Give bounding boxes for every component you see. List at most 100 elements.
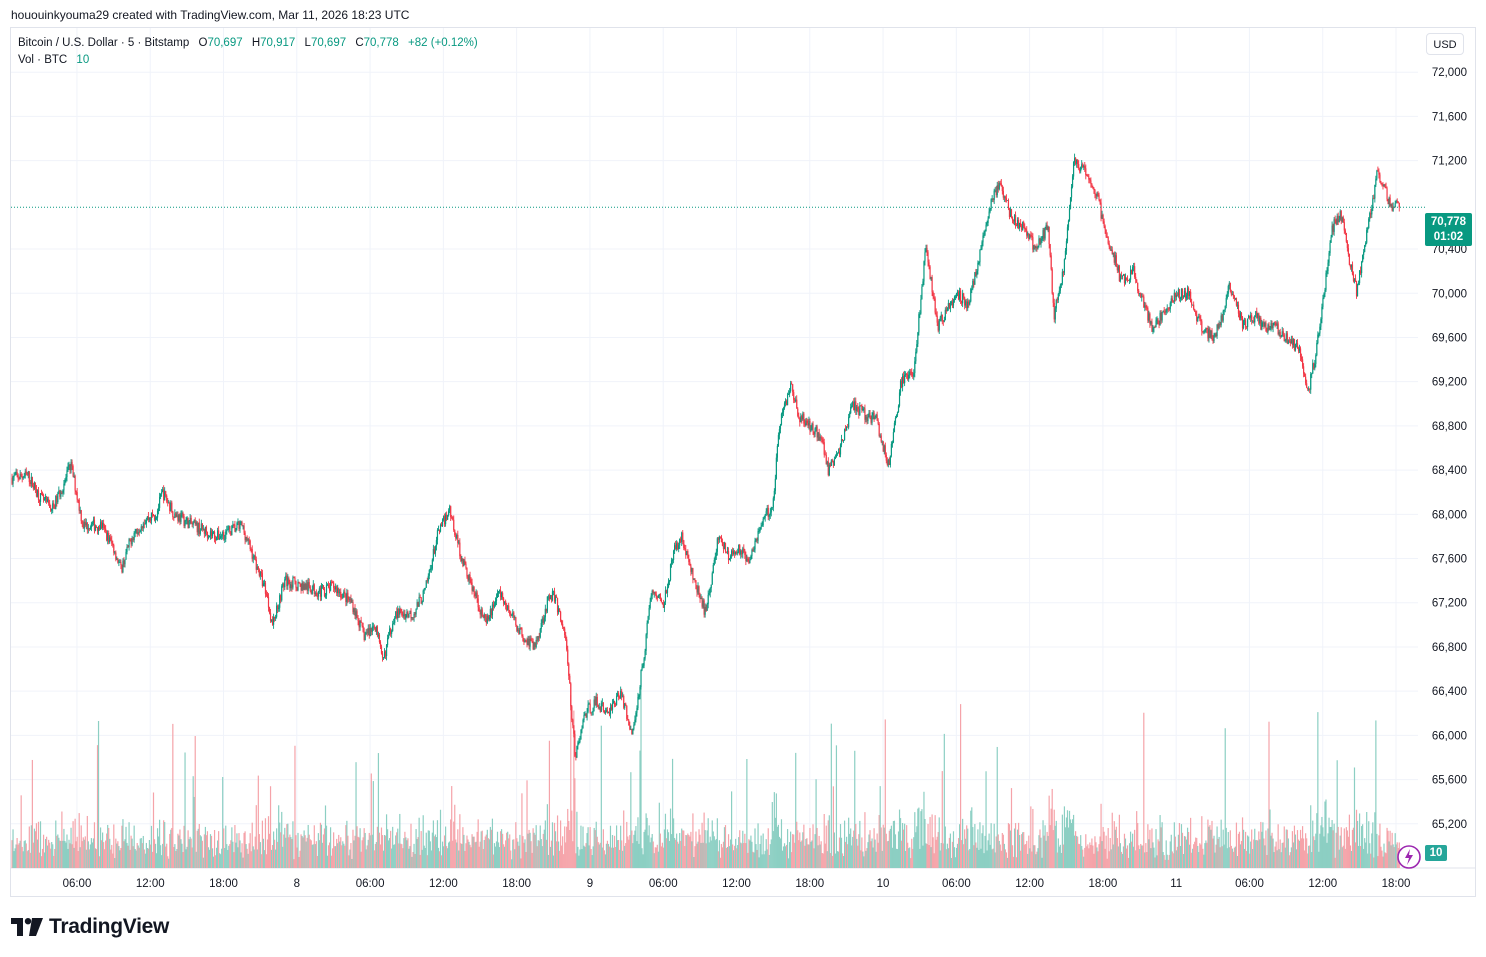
volume-bar bbox=[532, 828, 534, 868]
volume-bar bbox=[934, 815, 936, 868]
volume-bar bbox=[651, 833, 653, 868]
volume-bar bbox=[151, 851, 154, 868]
volume-bar bbox=[577, 846, 579, 868]
candle-body bbox=[835, 454, 838, 457]
candle-body bbox=[400, 609, 402, 612]
candle-body bbox=[577, 742, 579, 747]
volume-bar bbox=[160, 845, 162, 868]
candle-body bbox=[313, 584, 315, 594]
volume-bar bbox=[1285, 829, 1287, 868]
candle-body bbox=[451, 517, 453, 518]
candle-body bbox=[1149, 313, 1151, 324]
volume-bar bbox=[390, 830, 392, 868]
candle-body bbox=[750, 555, 752, 560]
volume-bar bbox=[1067, 827, 1070, 868]
candle-body bbox=[1383, 184, 1385, 186]
candle-body bbox=[1077, 159, 1079, 165]
currency-button[interactable]: USD bbox=[1426, 33, 1464, 55]
volume-bar bbox=[1052, 830, 1054, 868]
volume-bar bbox=[357, 836, 359, 868]
volume-bar bbox=[591, 855, 593, 868]
volume-bar bbox=[853, 830, 855, 868]
volume-bar bbox=[1292, 842, 1295, 868]
volume-bar bbox=[946, 843, 948, 868]
candle-body bbox=[1323, 293, 1325, 299]
candle-body bbox=[885, 454, 887, 461]
spark-icon[interactable] bbox=[1396, 844, 1422, 870]
volume-bar bbox=[1036, 851, 1038, 868]
candle-body bbox=[136, 529, 138, 534]
symbol-title[interactable]: Bitcoin / U.S. Dollar · 5 · Bitstamp bbox=[18, 37, 190, 49]
candle-body bbox=[208, 535, 211, 538]
volume-bar bbox=[670, 834, 673, 868]
chart-frame[interactable] bbox=[10, 27, 1476, 897]
candle-body bbox=[1283, 334, 1285, 342]
candle-body bbox=[519, 627, 521, 635]
volume-bar bbox=[1128, 843, 1131, 868]
volume-bar bbox=[1093, 853, 1095, 868]
candle-body bbox=[550, 595, 553, 601]
volume-bar bbox=[497, 842, 500, 868]
volume-bar bbox=[781, 850, 784, 868]
volume-bar bbox=[1296, 830, 1299, 868]
volume-bar bbox=[882, 824, 884, 868]
candle-body bbox=[940, 314, 942, 318]
candle-body bbox=[566, 639, 568, 650]
candle-body bbox=[1309, 388, 1311, 390]
volume-bar bbox=[1039, 829, 1041, 868]
candle-body bbox=[640, 670, 642, 688]
candle-body bbox=[963, 293, 965, 298]
volume-bar bbox=[1136, 811, 1138, 868]
volume-bar bbox=[112, 853, 114, 868]
volume-bar bbox=[482, 848, 484, 868]
candle-body bbox=[548, 596, 551, 600]
candle-body bbox=[406, 611, 408, 615]
volume-bar bbox=[719, 857, 722, 868]
candle-body bbox=[923, 261, 925, 282]
candle-body bbox=[1228, 282, 1230, 287]
candle-body bbox=[321, 585, 324, 587]
candle-body bbox=[186, 517, 188, 521]
volume-bar bbox=[665, 838, 668, 868]
candle-body bbox=[1010, 209, 1013, 218]
volume-bar bbox=[164, 822, 166, 868]
candle-body bbox=[603, 710, 605, 714]
volume-bar bbox=[512, 839, 514, 868]
candle-body bbox=[119, 562, 121, 563]
volume-bar bbox=[92, 838, 95, 868]
volume-bar bbox=[955, 847, 958, 868]
tradingview-logo[interactable]: TradingView bbox=[11, 915, 169, 939]
candle-body bbox=[153, 516, 156, 520]
volume-bar bbox=[228, 845, 230, 868]
volume-bar bbox=[1178, 823, 1181, 868]
volume-bar bbox=[499, 831, 502, 868]
candle-body bbox=[719, 536, 722, 538]
volume-bar bbox=[72, 821, 74, 868]
volume-bar bbox=[779, 838, 782, 868]
volume-bar bbox=[1364, 838, 1366, 868]
volume-bar bbox=[1028, 835, 1030, 868]
volume-bar bbox=[84, 836, 86, 868]
candle-body bbox=[1058, 290, 1060, 295]
candle-body bbox=[941, 314, 943, 321]
candle-body bbox=[1070, 186, 1073, 198]
volume-bar bbox=[746, 758, 748, 868]
candle-body bbox=[1382, 185, 1384, 186]
volume-bar bbox=[1015, 857, 1018, 868]
volume-bar bbox=[324, 805, 327, 868]
candle-body bbox=[72, 466, 74, 477]
volume-bar bbox=[1063, 806, 1066, 868]
volume-bar bbox=[1005, 852, 1008, 868]
volume-bar bbox=[109, 838, 111, 868]
volume-bar bbox=[844, 841, 847, 868]
volume-bar bbox=[1099, 836, 1101, 868]
candle-body bbox=[880, 435, 882, 442]
volume-bar bbox=[371, 834, 373, 868]
candle-body bbox=[1122, 274, 1125, 276]
volume-bar bbox=[229, 844, 231, 868]
volume-bar bbox=[1035, 854, 1037, 868]
volume-label[interactable]: Vol · BTC bbox=[18, 53, 68, 66]
candle-body bbox=[564, 628, 566, 636]
volume-bar bbox=[693, 857, 695, 868]
